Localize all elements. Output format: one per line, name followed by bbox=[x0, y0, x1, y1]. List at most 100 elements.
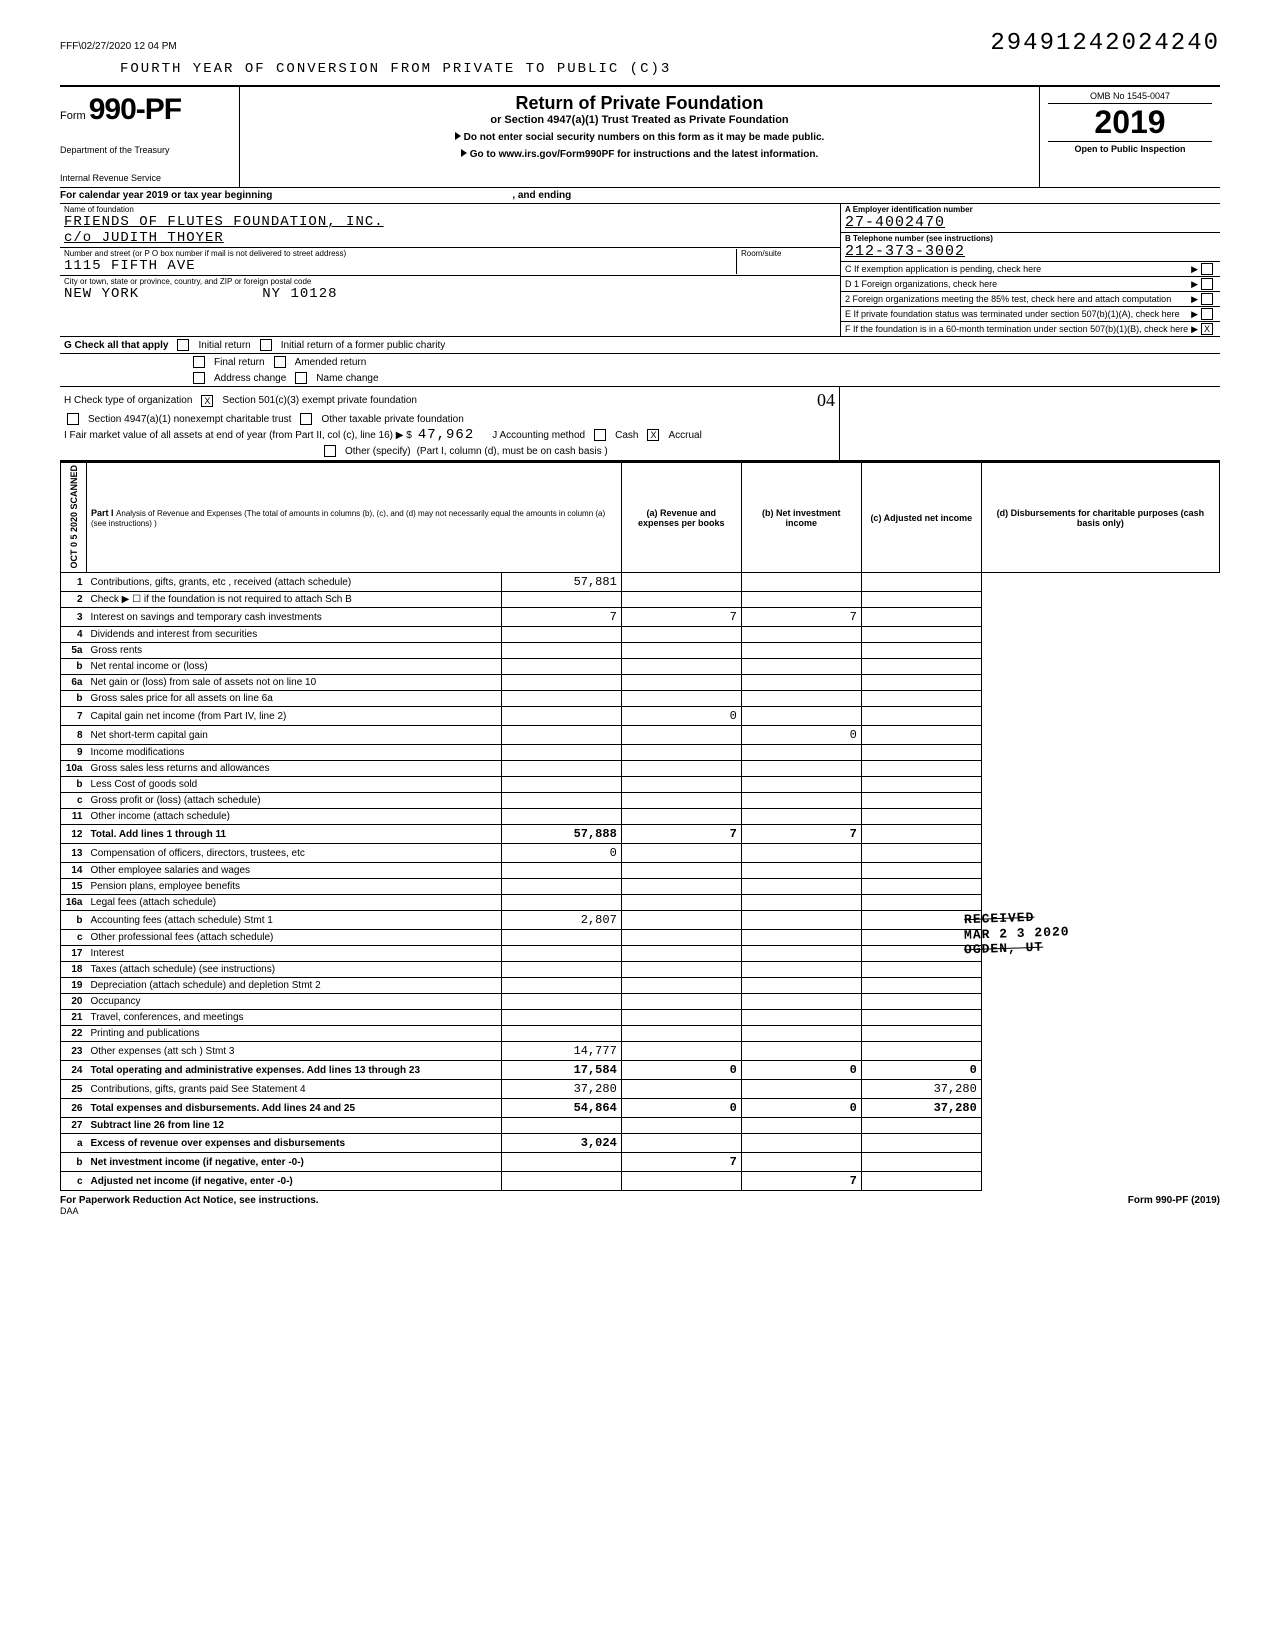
f-checkbox[interactable]: X bbox=[1201, 323, 1213, 335]
table-row: 24Total operating and administrative exp… bbox=[61, 1061, 1220, 1080]
line-number: 7 bbox=[61, 707, 87, 726]
g-opt-address: Address change bbox=[214, 373, 286, 384]
line-number: 11 bbox=[61, 809, 87, 825]
g-opt-initial-former: Initial return of a former public charit… bbox=[281, 340, 446, 351]
e-label: E If private foundation status was termi… bbox=[845, 309, 1191, 319]
j-accrual-checkbox[interactable]: X bbox=[647, 429, 659, 441]
conversion-line: FOURTH YEAR OF CONVERSION FROM PRIVATE T… bbox=[120, 61, 1220, 77]
col-b-value bbox=[621, 1042, 741, 1061]
col-a-value bbox=[501, 777, 621, 793]
g-address-checkbox[interactable] bbox=[193, 372, 205, 384]
col-d-value bbox=[861, 777, 981, 793]
g-final-checkbox[interactable] bbox=[193, 356, 205, 368]
col-b-value: 7 bbox=[621, 608, 741, 627]
table-row: 7Capital gain net income (from Part IV, … bbox=[61, 707, 1220, 726]
j-cash-checkbox[interactable] bbox=[594, 429, 606, 441]
line-desc: Interest bbox=[87, 946, 502, 962]
c-label: C If exemption application is pending, c… bbox=[845, 264, 1191, 274]
line-desc: Gross profit or (loss) (attach schedule) bbox=[87, 793, 502, 809]
e-checkbox[interactable] bbox=[1201, 308, 1213, 320]
j-other-checkbox[interactable] bbox=[324, 445, 336, 457]
d1-checkbox[interactable] bbox=[1201, 278, 1213, 290]
hij-right-spacer bbox=[840, 387, 1220, 460]
col-d-value: 37,280 bbox=[861, 1099, 981, 1118]
form-number: Form 990-PF bbox=[60, 93, 227, 127]
g-initial-checkbox[interactable] bbox=[177, 339, 189, 351]
line-desc: Occupancy bbox=[87, 994, 502, 1010]
h-501c3-checkbox[interactable]: X bbox=[201, 395, 213, 407]
col-c-value: 7 bbox=[741, 1172, 861, 1191]
col-c-value bbox=[741, 659, 861, 675]
col-c-value bbox=[741, 1010, 861, 1026]
table-row: 22Printing and publications bbox=[61, 1026, 1220, 1042]
table-row: 25Contributions, gifts, grants paid See … bbox=[61, 1080, 1220, 1099]
c-row: C If exemption application is pending, c… bbox=[841, 262, 1220, 277]
col-a-value bbox=[501, 691, 621, 707]
col-d-value bbox=[861, 1134, 981, 1153]
c-checkbox[interactable] bbox=[1201, 263, 1213, 275]
line-desc: Net short-term capital gain bbox=[87, 726, 502, 745]
line-desc: Check ▶ ☐ if the foundation is not requi… bbox=[87, 592, 502, 608]
line-desc: Depreciation (attach schedule) and deple… bbox=[87, 978, 502, 994]
state-zip: NY 10128 bbox=[262, 286, 337, 302]
col-d-value bbox=[861, 994, 981, 1010]
h-other-checkbox[interactable] bbox=[300, 413, 312, 425]
col-b-value bbox=[621, 573, 741, 592]
col-a-value bbox=[501, 1172, 621, 1191]
line-desc: Net investment income (if negative, ente… bbox=[87, 1153, 502, 1172]
g-amended-checkbox[interactable] bbox=[274, 356, 286, 368]
calendar-label: For calendar year 2019 or tax year begin… bbox=[60, 190, 272, 201]
col-a-value bbox=[501, 895, 621, 911]
col-a-value: 17,584 bbox=[501, 1061, 621, 1080]
line-number: b bbox=[61, 1153, 87, 1172]
g-initial-former-checkbox[interactable] bbox=[260, 339, 272, 351]
col-a-value bbox=[501, 809, 621, 825]
col-a-value: 54,864 bbox=[501, 1099, 621, 1118]
g-opt-amended: Amended return bbox=[295, 357, 367, 368]
col-a-value bbox=[501, 793, 621, 809]
col-d-value bbox=[861, 608, 981, 627]
table-row: 10aGross sales less returns and allowanc… bbox=[61, 761, 1220, 777]
col-a-value bbox=[501, 675, 621, 691]
col-c-value bbox=[741, 707, 861, 726]
footer-left: For Paperwork Reduction Act Notice, see … bbox=[60, 1195, 319, 1206]
line-desc: Other expenses (att sch ) Stmt 3 bbox=[87, 1042, 502, 1061]
col-a-value bbox=[501, 1118, 621, 1134]
col-b-header: (b) Net investment income bbox=[741, 463, 861, 573]
col-b-value bbox=[621, 627, 741, 643]
col-d-value bbox=[861, 825, 981, 844]
line-desc: Total expenses and disbursements. Add li… bbox=[87, 1099, 502, 1118]
header-right: OMB No 1545-0047 2019 Open to Public Ins… bbox=[1040, 87, 1220, 187]
col-d-value bbox=[861, 761, 981, 777]
line-desc: Interest on savings and temporary cash i… bbox=[87, 608, 502, 627]
col-d-value bbox=[861, 691, 981, 707]
col-b-value bbox=[621, 994, 741, 1010]
dept-treasury: Department of the Treasury bbox=[60, 145, 227, 155]
col-b-value bbox=[621, 643, 741, 659]
col-c-value bbox=[741, 994, 861, 1010]
line-desc: Taxes (attach schedule) (see instruction… bbox=[87, 962, 502, 978]
h-4947-checkbox[interactable] bbox=[67, 413, 79, 425]
col-a-value bbox=[501, 643, 621, 659]
section-g2: Final return Amended return bbox=[60, 354, 1220, 370]
line-number: 21 bbox=[61, 1010, 87, 1026]
street-address: 1115 FIFTH AVE bbox=[64, 258, 196, 274]
table-row: cGross profit or (loss) (attach schedule… bbox=[61, 793, 1220, 809]
h-opt2: Section 4947(a)(1) nonexempt charitable … bbox=[88, 414, 291, 425]
city-value: NEW YORK bbox=[64, 286, 139, 302]
irs-label: Internal Revenue Service bbox=[60, 173, 227, 183]
form-title: Return of Private Foundation bbox=[250, 93, 1029, 114]
col-a-value: 37,280 bbox=[501, 1080, 621, 1099]
ssn-note-text: Do not enter social security numbers on … bbox=[464, 132, 825, 143]
city-label: City or town, state or province, country… bbox=[64, 277, 836, 286]
received-location: OGDEN, UT bbox=[964, 940, 1044, 958]
line-number: 5a bbox=[61, 643, 87, 659]
entity-left: Name of foundation FRIENDS OF FLUTES FOU… bbox=[60, 204, 840, 336]
col-d-value bbox=[861, 1026, 981, 1042]
g-namechange-checkbox[interactable] bbox=[295, 372, 307, 384]
col-a-value: 57,888 bbox=[501, 825, 621, 844]
col-a-value: 3,024 bbox=[501, 1134, 621, 1153]
d2-checkbox[interactable] bbox=[1201, 293, 1213, 305]
line-number: c bbox=[61, 930, 87, 946]
col-a-value bbox=[501, 962, 621, 978]
